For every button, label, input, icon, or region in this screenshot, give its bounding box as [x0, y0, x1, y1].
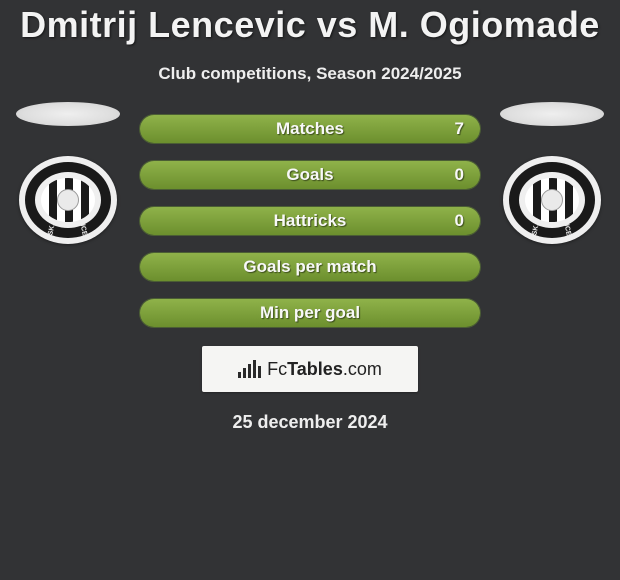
- stat-row: Min per goal: [139, 298, 481, 328]
- stat-label: Hattricks: [274, 211, 347, 231]
- stat-row: Hattricks 0: [139, 206, 481, 236]
- comparison-content: 1905 SK. DYNAMO BUDĚJOVICE 1905 SK. DYNA…: [0, 114, 620, 433]
- player-right-club-crest: 1905 SK. DYNAMO BUDĚJOVICE: [503, 156, 601, 244]
- snapshot-date: 25 december 2024: [0, 412, 620, 433]
- stat-value-right: 0: [455, 165, 464, 185]
- player-left-column: 1905 SK. DYNAMO BUDĚJOVICE: [8, 102, 128, 244]
- player-right-flag: [500, 102, 604, 126]
- stat-row: Goals per match: [139, 252, 481, 282]
- stat-label: Goals per match: [243, 257, 376, 277]
- stat-row: Goals 0: [139, 160, 481, 190]
- player-left-flag: [16, 102, 120, 126]
- bar-chart-icon: [238, 360, 261, 378]
- badge-text: FcTables.com: [267, 359, 382, 380]
- stats-list: Matches 7 Goals 0 Hattricks 0 Goals per match M…: [139, 114, 481, 328]
- stat-label: Min per goal: [260, 303, 360, 323]
- stat-value-right: 7: [455, 119, 464, 139]
- player-right-column: 1905 SK. DYNAMO BUDĚJOVICE: [492, 102, 612, 244]
- player-left-club-crest: 1905 SK. DYNAMO BUDĚJOVICE: [19, 156, 117, 244]
- page-title: Dmitrij Lencevic vs M. Ogiomade: [0, 0, 620, 46]
- fctables-badge[interactable]: FcTables.com: [202, 346, 418, 392]
- stat-fill-left: [140, 161, 310, 189]
- stat-row: Matches 7: [139, 114, 481, 144]
- season-subtitle: Club competitions, Season 2024/2025: [0, 64, 620, 84]
- stat-value-right: 0: [455, 211, 464, 231]
- stat-label: Goals: [286, 165, 333, 185]
- stat-label: Matches: [276, 119, 344, 139]
